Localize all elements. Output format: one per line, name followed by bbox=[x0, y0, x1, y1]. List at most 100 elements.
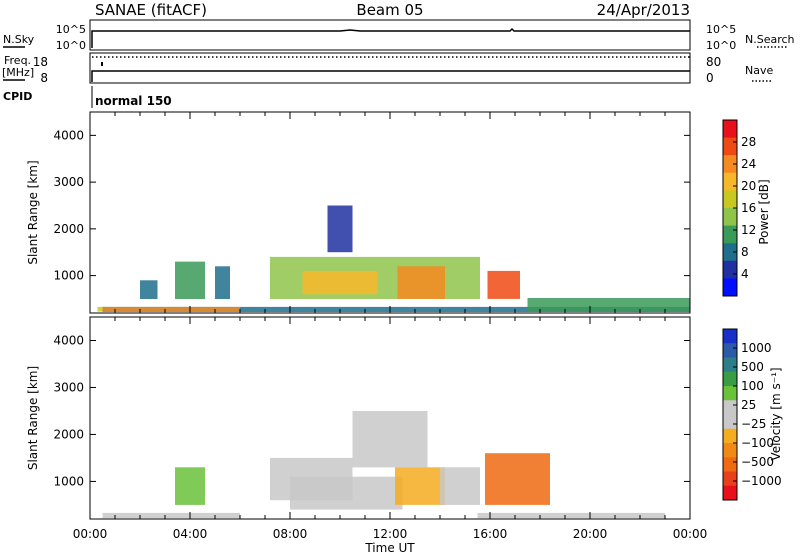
colorbar-frame bbox=[722, 328, 738, 501]
y-tick-label: 2000 bbox=[53, 222, 84, 236]
colorbar-swatch bbox=[723, 155, 737, 174]
time-tick-label: 12:00 bbox=[373, 527, 408, 541]
colorbar-tick-label: 100 bbox=[741, 379, 764, 393]
colorbar-tick-label: 24 bbox=[741, 157, 756, 171]
power-y-axis: 1000 2000 3000 4000 bbox=[53, 128, 690, 283]
velocity-patch-0 bbox=[102, 512, 240, 519]
colorbar-swatch bbox=[723, 120, 737, 139]
colorbar-tick-label: 500 bbox=[741, 360, 764, 374]
velocity-ylabel: Slant Range [km] bbox=[26, 366, 40, 470]
velocity-x-ticks bbox=[89, 317, 691, 519]
power-x-ticks bbox=[89, 112, 691, 313]
time-tick-label: 08:00 bbox=[273, 527, 308, 541]
colorbar-tick-label: 16 bbox=[741, 201, 756, 215]
power-data-layer bbox=[97, 205, 690, 312]
colorbar-tick-label: 8 bbox=[741, 245, 749, 259]
colorbar-tick-label: 25 bbox=[741, 398, 756, 412]
power-patch-7 bbox=[302, 270, 378, 295]
colorbar-tick-label: 4 bbox=[741, 267, 749, 281]
power-colorbar: 28 24 20 16 12 8 4 bbox=[722, 119, 756, 297]
colorbar-swatch bbox=[723, 386, 737, 401]
freq-label-line1: Freq. bbox=[4, 54, 31, 67]
date-title: 24/Apr/2013 bbox=[597, 1, 690, 19]
colorbar-swatch bbox=[723, 414, 737, 430]
velocity-patch-7 bbox=[485, 453, 550, 505]
velocity-patch-1 bbox=[175, 467, 205, 505]
power-patch-3 bbox=[140, 280, 158, 299]
power-ylabel: Slant Range [km] bbox=[26, 160, 40, 264]
freq-left-top-tick: 18 bbox=[33, 55, 48, 69]
nave-right-bottom-tick: 0 bbox=[706, 71, 714, 85]
power-panel: 1000 2000 3000 4000 Slant Range [km] bbox=[26, 111, 691, 314]
power-patch-10 bbox=[487, 270, 520, 299]
time-tick-label: 16:00 bbox=[473, 527, 508, 541]
colorbar-tick-label: −500 bbox=[741, 455, 774, 469]
colorbar-swatch bbox=[723, 243, 737, 262]
colorbar-tick-label: 20 bbox=[741, 179, 756, 193]
time-axis-title: Time UT bbox=[364, 541, 415, 554]
y-tick-label: 3000 bbox=[53, 380, 84, 394]
velocity-patch-8 bbox=[477, 512, 665, 519]
power-patch-2 bbox=[102, 306, 240, 312]
nsky-panel-frame bbox=[89, 19, 691, 51]
velocity-colorbar: 1000 500 100 25 −25 −100 −500 −1000 bbox=[722, 328, 782, 501]
colorbar-swatch bbox=[723, 400, 737, 415]
nsky-right-top-tick: 10^5 bbox=[706, 23, 736, 36]
power-patch-5 bbox=[215, 266, 230, 299]
power-patch-8 bbox=[397, 266, 445, 299]
freq-trace bbox=[91, 70, 690, 82]
y-tick-label: 3000 bbox=[53, 175, 84, 189]
y-tick-label: 1000 bbox=[53, 474, 84, 488]
colorbar-swatch bbox=[723, 172, 737, 191]
freq-left-bottom-tick: 8 bbox=[40, 71, 48, 85]
beam-title: Beam 05 bbox=[356, 1, 423, 19]
cpid-value: normal 150 bbox=[95, 94, 172, 108]
nsearch-label: N.Search bbox=[745, 33, 795, 46]
colorbar-swatch bbox=[723, 208, 737, 227]
velocity-patch-5 bbox=[440, 467, 480, 505]
power-patch-9 bbox=[327, 205, 353, 253]
y-tick-label: 4000 bbox=[53, 333, 84, 347]
velocity-patch-3 bbox=[290, 476, 403, 510]
nsky-right-bottom-tick: 10^0 bbox=[706, 39, 736, 52]
time-tick-label: 04:00 bbox=[173, 527, 208, 541]
colorbar-swatch bbox=[723, 225, 737, 244]
velocity-panel: 1000 2000 3000 4000 Slant Range [km] bbox=[26, 316, 691, 520]
colorbar-swatch bbox=[723, 471, 737, 487]
colorbar-swatch bbox=[723, 371, 737, 387]
velocity-patch-4 bbox=[395, 467, 445, 505]
time-axis-labels: 00:00 04:00 08:00 12:00 16:00 20:00 00:00 bbox=[73, 527, 708, 541]
cpid-label: CPID bbox=[3, 90, 32, 103]
power-colorbar-label: Power [dB] bbox=[757, 179, 771, 244]
power-patch-4 bbox=[175, 261, 205, 299]
colorbar-swatch bbox=[723, 329, 737, 344]
power-patch-1 bbox=[102, 306, 690, 312]
nsky-label: N.Sky bbox=[3, 33, 35, 46]
colorbar-swatch bbox=[723, 443, 737, 458]
velocity-data-layer bbox=[102, 411, 665, 519]
power-patch-0 bbox=[97, 306, 105, 312]
nave-right-top-tick: 80 bbox=[706, 55, 721, 69]
colorbar-tick-label: −100 bbox=[741, 436, 774, 450]
velocity-y-axis: 1000 2000 3000 4000 bbox=[53, 333, 690, 488]
freq-glitch-dot bbox=[101, 62, 103, 66]
colorbar-tick-label: −1000 bbox=[741, 474, 782, 488]
freq-panel-frame bbox=[89, 52, 691, 84]
colorbar-swatch bbox=[723, 428, 737, 444]
colorbar-tick-label: 28 bbox=[741, 135, 756, 149]
colorbar-swatch bbox=[723, 457, 737, 472]
time-tick-label: 20:00 bbox=[573, 527, 608, 541]
nave-label: Nave bbox=[745, 64, 773, 77]
nsky-left-bottom-tick: 10^0 bbox=[56, 39, 86, 52]
nsky-trace bbox=[91, 27, 690, 48]
velocity-patch-6 bbox=[352, 411, 428, 468]
power-patch-11 bbox=[527, 298, 690, 312]
velocity-colorbar-label: Velocity [m s⁻¹] bbox=[769, 367, 783, 460]
y-tick-label: 1000 bbox=[53, 269, 84, 283]
colorbar-swatch bbox=[723, 190, 737, 209]
colorbar-swatch bbox=[723, 485, 737, 501]
y-tick-label: 4000 bbox=[53, 128, 84, 142]
colorbar-swatch bbox=[723, 137, 737, 156]
freq-label-line2: [MHz] bbox=[2, 66, 34, 79]
nsky-left-top-tick: 10^5 bbox=[56, 23, 86, 36]
